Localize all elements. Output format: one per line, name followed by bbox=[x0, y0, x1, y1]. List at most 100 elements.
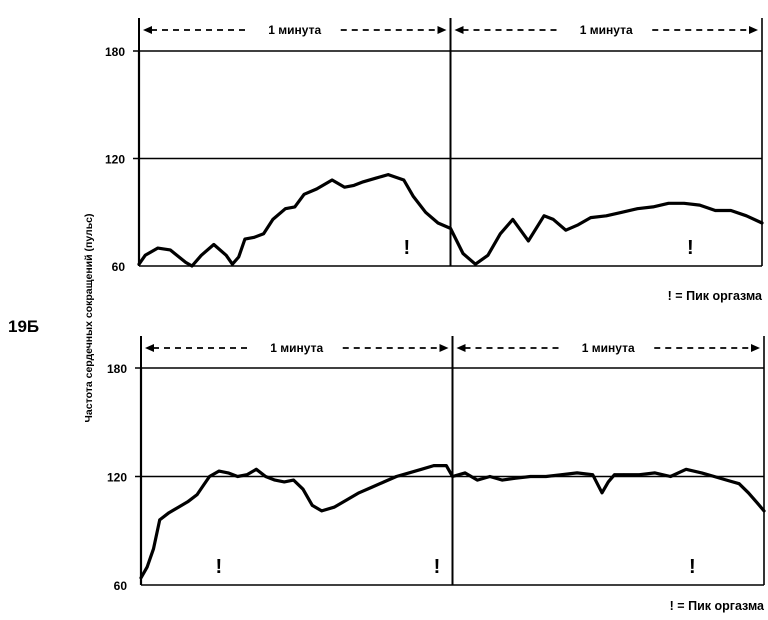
data-point bbox=[217, 469, 221, 473]
data-point bbox=[529, 475, 532, 478]
data-point bbox=[513, 477, 517, 480]
data-point bbox=[436, 221, 440, 225]
data-point bbox=[474, 262, 477, 266]
data-point bbox=[411, 194, 415, 198]
data-point bbox=[352, 184, 356, 187]
orgasm-peak-marker: ! bbox=[216, 556, 223, 578]
y-tick-label: 60 bbox=[112, 260, 126, 274]
heart-rate-line bbox=[137, 173, 764, 268]
data-point bbox=[283, 480, 286, 484]
data-point bbox=[700, 471, 703, 475]
data-point bbox=[292, 478, 295, 482]
data-point bbox=[332, 505, 336, 509]
data-point bbox=[202, 484, 205, 487]
data-point bbox=[243, 237, 247, 241]
data-point bbox=[605, 214, 608, 218]
data-point bbox=[271, 218, 275, 221]
data-point bbox=[762, 509, 766, 513]
y-tick-label: 60 bbox=[114, 579, 128, 593]
chart-panels: 60 120 180 1 минута 1 минута!! ! = Пик оргазм… bbox=[105, 18, 766, 613]
data-point bbox=[600, 491, 604, 495]
y-axis-label: Частота сердечных сокращений (пульс) bbox=[83, 214, 95, 423]
y-tick-label: 180 bbox=[107, 362, 127, 376]
data-point bbox=[636, 207, 639, 210]
minute-arrow-head-left bbox=[456, 344, 466, 352]
data-point bbox=[714, 209, 717, 212]
data-point bbox=[622, 473, 626, 477]
data-point bbox=[145, 565, 149, 569]
data-point bbox=[542, 214, 546, 218]
data-point bbox=[638, 473, 641, 477]
data-point bbox=[137, 262, 141, 266]
data-point bbox=[382, 480, 386, 484]
data-point bbox=[231, 262, 234, 266]
legend-peak-orgasm: ! = Пик оргазма bbox=[668, 289, 763, 303]
data-point bbox=[424, 211, 427, 214]
orgasm-peak-marker: ! bbox=[687, 237, 694, 259]
data-point bbox=[293, 205, 297, 209]
data-point bbox=[262, 232, 265, 236]
data-point bbox=[737, 482, 741, 486]
data-point bbox=[591, 473, 594, 477]
data-point bbox=[667, 202, 670, 205]
data-point bbox=[253, 236, 256, 239]
orgasm-peak-marker: ! bbox=[434, 556, 441, 578]
data-point bbox=[511, 218, 515, 221]
data-point bbox=[576, 223, 580, 227]
data-point bbox=[420, 468, 423, 471]
legend-peak-orgasm: ! = Пик оргазма bbox=[670, 599, 765, 613]
data-point bbox=[357, 491, 361, 495]
data-point bbox=[501, 478, 504, 482]
data-point bbox=[760, 221, 764, 225]
data-point bbox=[190, 264, 194, 268]
data-point bbox=[620, 211, 624, 214]
data-point bbox=[607, 480, 610, 484]
data-point bbox=[575, 471, 579, 475]
data-point bbox=[315, 187, 318, 191]
data-point bbox=[725, 478, 728, 482]
data-point bbox=[488, 475, 492, 478]
data-point bbox=[343, 185, 346, 189]
data-point bbox=[374, 176, 378, 180]
data-point bbox=[747, 491, 750, 495]
data-point bbox=[445, 464, 448, 467]
data-point bbox=[208, 475, 211, 478]
data-point bbox=[402, 178, 406, 182]
data-point bbox=[407, 471, 411, 475]
data-point bbox=[461, 252, 465, 255]
data-point bbox=[653, 471, 657, 475]
data-point bbox=[301, 487, 305, 491]
data-point bbox=[156, 246, 159, 250]
data-point bbox=[254, 468, 258, 471]
figure-label: 19Б bbox=[8, 317, 39, 336]
y-tick-label: 180 bbox=[105, 45, 125, 59]
data-point bbox=[362, 180, 365, 184]
data-point bbox=[682, 202, 686, 205]
data-point bbox=[613, 473, 616, 477]
data-point bbox=[236, 475, 239, 478]
data-point bbox=[651, 205, 655, 209]
data-point bbox=[224, 254, 228, 257]
data-point bbox=[152, 547, 155, 551]
data-point bbox=[544, 475, 548, 478]
data-point bbox=[284, 207, 287, 210]
data-point bbox=[499, 232, 502, 236]
minute-arrow-head-left bbox=[143, 26, 152, 34]
heart-rate-line bbox=[139, 464, 766, 580]
data-point bbox=[139, 576, 143, 580]
minute-arrow-head-left bbox=[454, 26, 464, 34]
data-point bbox=[245, 473, 249, 477]
data-point bbox=[330, 178, 334, 182]
data-point bbox=[302, 193, 306, 196]
y-tick-label: 120 bbox=[107, 471, 127, 485]
data-point bbox=[345, 498, 348, 502]
data-point bbox=[712, 475, 716, 478]
data-point bbox=[167, 511, 171, 514]
y-tick-label: 120 bbox=[105, 153, 125, 167]
data-point bbox=[264, 475, 267, 478]
minute-span-label: 1 минута bbox=[580, 23, 633, 37]
data-point bbox=[311, 504, 314, 507]
orgasm-peak-marker: ! bbox=[689, 556, 696, 578]
minute-arrow-head-right bbox=[439, 344, 449, 352]
data-point bbox=[745, 214, 748, 218]
